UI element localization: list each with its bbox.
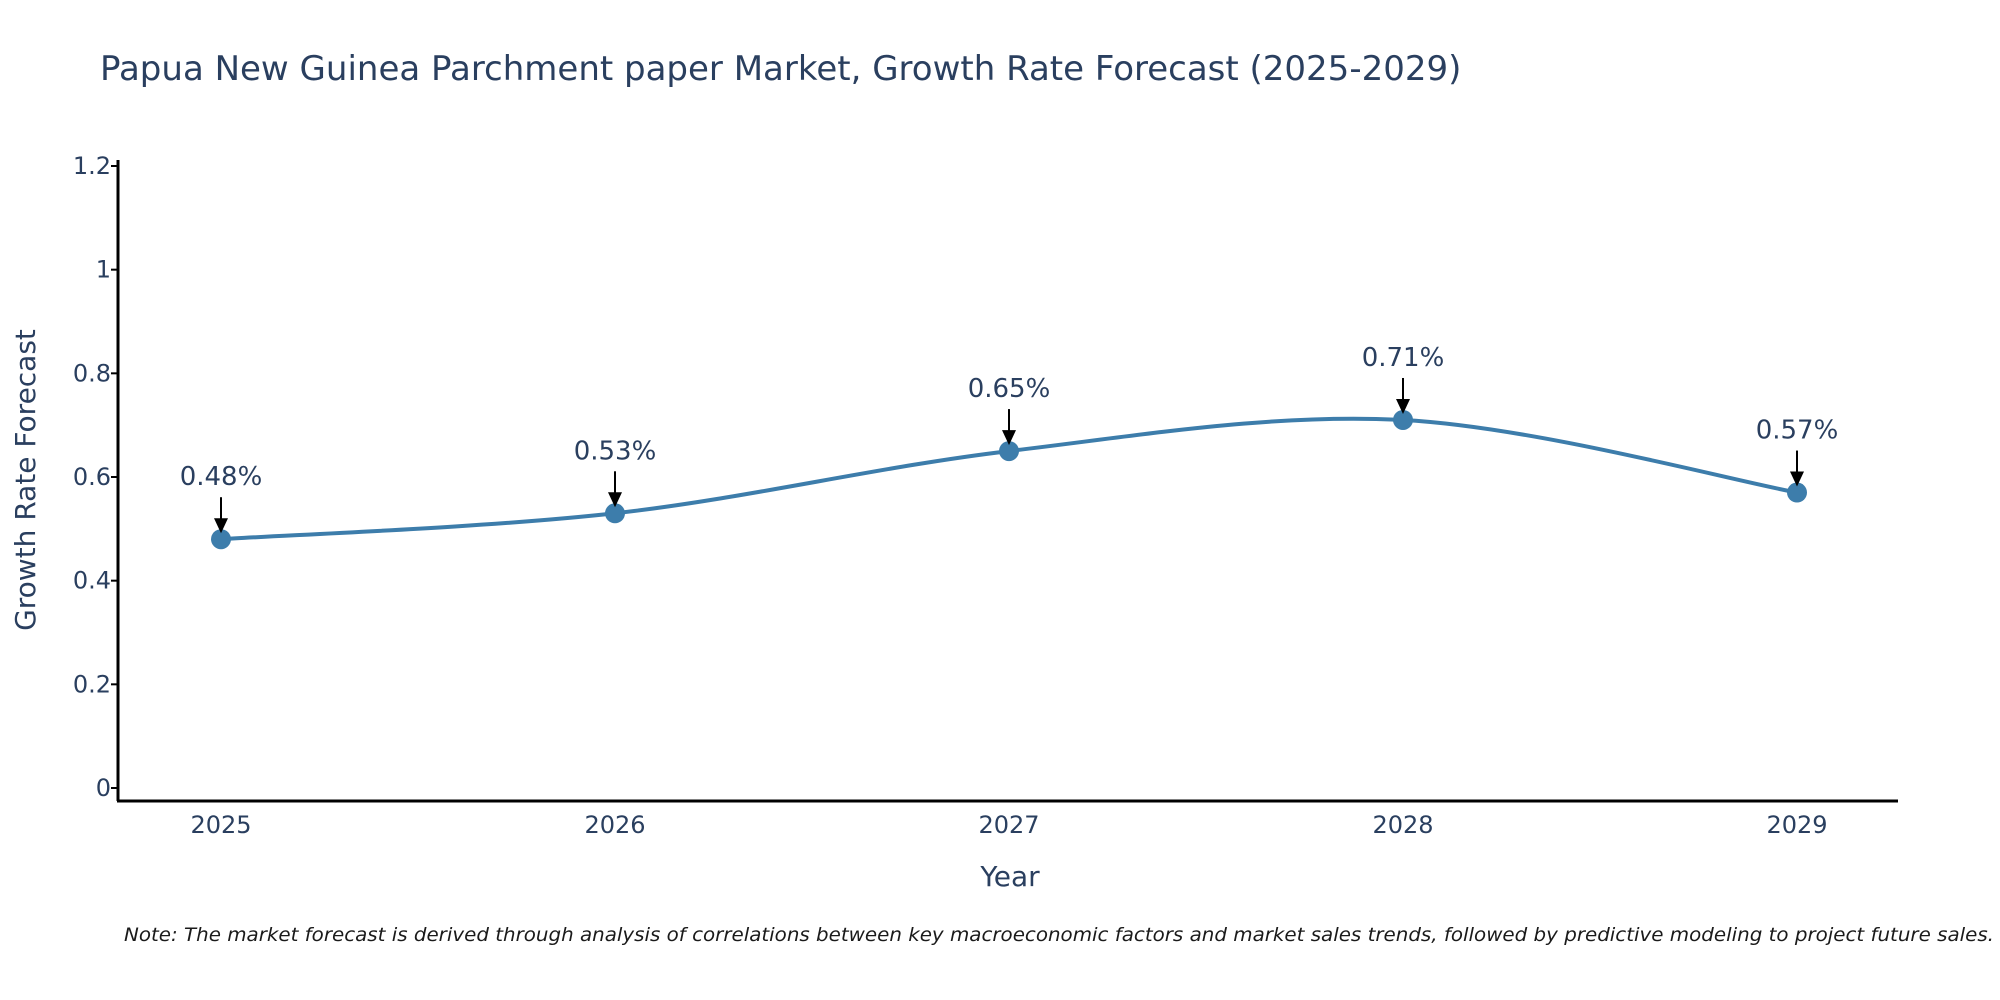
data-label: 0.53% xyxy=(574,436,657,466)
y-tick-label: 1.2 xyxy=(73,152,111,180)
data-label: 0.48% xyxy=(180,462,263,492)
chart-title: Papua New Guinea Parchment paper Market,… xyxy=(100,49,1461,89)
data-label: 0.71% xyxy=(1362,343,1445,373)
y-tick-label: 0.4 xyxy=(73,567,111,595)
x-tick-label: 2028 xyxy=(1372,811,1433,839)
x-axis-title: Year xyxy=(979,860,1040,893)
footnote: Note: The market forecast is derived thr… xyxy=(124,924,1994,946)
x-tick-label: 2026 xyxy=(584,811,645,839)
data-points xyxy=(211,409,1807,550)
data-label: 0.65% xyxy=(968,374,1051,404)
annotation-arrowhead xyxy=(1790,471,1804,487)
annotation-arrowhead xyxy=(608,492,622,508)
data-point xyxy=(211,529,231,550)
y-axis-ticks: 0 0.2 0.4 0.6 0.8 1 1.2 xyxy=(73,152,118,802)
x-tick-label: 2025 xyxy=(190,811,251,839)
y-axis-title: Growth Rate Forecast xyxy=(9,329,42,631)
data-point xyxy=(1393,409,1413,430)
data-point xyxy=(1787,482,1807,503)
data-point xyxy=(999,441,1019,462)
y-tick-label: 0.2 xyxy=(73,670,111,698)
y-tick-label: 0.8 xyxy=(73,359,111,387)
data-label: 0.57% xyxy=(1756,416,1839,446)
x-tick-label: 2027 xyxy=(978,811,1039,839)
data-annotations: 0.48% 0.53% 0.65% 0.71% 0.57% xyxy=(180,343,1839,534)
y-tick-label: 0.6 xyxy=(73,463,111,491)
annotation-arrowhead xyxy=(214,518,228,534)
data-point xyxy=(605,503,625,524)
y-tick-label: 0 xyxy=(96,774,111,802)
y-tick-label: 1 xyxy=(96,256,111,284)
x-axis-ticks: 2025 2026 2027 2028 2029 xyxy=(190,811,1827,839)
x-tick-label: 2029 xyxy=(1766,811,1827,839)
annotation-arrowhead xyxy=(1396,398,1410,414)
annotation-arrowhead xyxy=(1002,430,1016,446)
